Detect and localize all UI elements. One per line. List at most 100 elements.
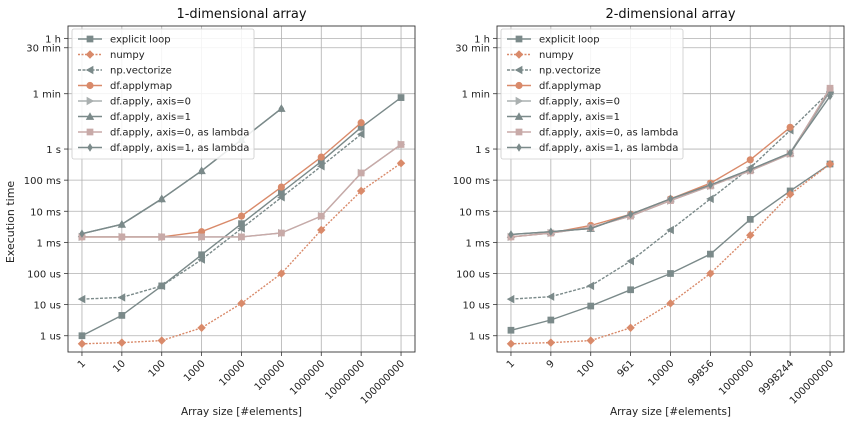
x-axis-label: Array size [#elements] [181, 406, 302, 418]
y-tick-label: 100 us [456, 269, 490, 280]
data-point [506, 294, 515, 304]
y-tick-label: 1 us [40, 332, 61, 343]
legend-entry: df.apply, axis=1, as lambda [78, 143, 249, 154]
data-point [356, 129, 365, 139]
data-point [506, 339, 516, 349]
y-axis-label: Execution time [4, 181, 17, 264]
legend-marker [85, 112, 95, 120]
legend-label: numpy [539, 50, 574, 61]
x-tick-label: 10000000 [324, 358, 368, 402]
data-point [119, 220, 125, 229]
x-tick-label: 100000 [253, 358, 288, 393]
y-tick-label: 1 min [462, 90, 490, 101]
x-tick-label: 10000 [646, 358, 676, 388]
data-point [785, 190, 795, 199]
y-tick-label: 1 h [474, 34, 490, 45]
data-point [158, 194, 165, 204]
y-tick-label: 10 us [463, 301, 490, 312]
data-point [357, 169, 365, 177]
y-tick-label: 1 s [475, 145, 490, 156]
legend-marker [515, 35, 523, 43]
data-point [586, 281, 595, 291]
x-axis-label: Array size [#elements] [610, 406, 731, 418]
y-tick-label: 30 min [455, 44, 490, 55]
data-point [546, 292, 555, 301]
legend-label: df.apply, axis=1, as lambda [110, 143, 249, 154]
legend-marker [515, 128, 523, 136]
data-point [825, 159, 835, 169]
series-0 [78, 94, 405, 340]
legend-entry: df.applymap [507, 81, 601, 92]
legend-entry: numpy [507, 50, 574, 61]
data-point [277, 193, 285, 202]
legend-marker [86, 35, 94, 43]
legend-label: np.vectorize [539, 66, 601, 77]
data-point [277, 183, 285, 191]
data-point [118, 312, 126, 319]
data-point [397, 141, 405, 148]
legend-box [71, 28, 255, 160]
data-point [278, 229, 285, 237]
data-point [77, 294, 86, 304]
data-point [77, 339, 87, 349]
plot-frame [496, 25, 845, 353]
legend-entry: df.apply, axis=1 [507, 112, 620, 123]
data-point [508, 230, 514, 239]
legend-entry: df.apply, axis=0, as lambda [78, 128, 249, 139]
legend-entry: explicit loop [78, 35, 171, 46]
data-point [626, 323, 635, 332]
series-1 [77, 159, 406, 349]
y-tick-label: 1 ms [466, 238, 491, 249]
legend-marker [515, 81, 523, 90]
legend: explicit loop numpy np.vectorize df.applyma… [71, 28, 255, 160]
data-point [667, 194, 674, 204]
data-point [198, 233, 205, 241]
legend-label: df.applymap [110, 81, 172, 92]
data-point [277, 269, 286, 278]
data-point [237, 212, 246, 220]
data-point [547, 316, 555, 324]
y-tick-label: 1 h [45, 34, 61, 45]
series-line [81, 133, 362, 300]
data-point [787, 148, 793, 158]
legend-label: df.apply, axis=1, as lambda [539, 143, 678, 154]
legend-entry: np.vectorize [78, 66, 172, 77]
y-tick-label: 100 ms [453, 176, 490, 187]
legend-marker [85, 65, 94, 75]
data-point [627, 286, 634, 294]
legend-entry: df.apply, axis=0 [507, 97, 620, 108]
x-tick-label: 99856 [686, 358, 716, 388]
data-point [746, 215, 754, 223]
data-point [357, 119, 365, 127]
series-7 [508, 91, 833, 239]
legend-label: df.apply, axis=1 [539, 112, 620, 123]
chart-panel-1d: 1-dimensional array 1 us 10 us 100 us 1 ms 10… [24, 7, 416, 418]
legend-marker [86, 81, 94, 90]
data-point [627, 210, 634, 219]
data-point [237, 224, 245, 233]
legend-label: df.applymap [539, 81, 601, 92]
chart-title: 1-dimensional array [176, 7, 306, 22]
data-point [747, 165, 754, 174]
x-tick-label: 1000000 [717, 358, 756, 397]
data-point [666, 225, 674, 235]
legend-label: df.apply, axis=0 [539, 97, 620, 108]
legend-label: numpy [110, 50, 145, 61]
y-tick-label: 10 us [34, 301, 61, 312]
data-point [198, 251, 205, 259]
y-tick-label: 100 ms [24, 176, 61, 187]
y-tick-label: 30 min [26, 44, 61, 55]
data-point [278, 104, 285, 113]
data-point [238, 233, 245, 241]
y-tick-label: 100 us [27, 269, 61, 280]
data-point [158, 233, 166, 241]
x-tick-label: 1 [505, 358, 517, 370]
legend-marker [516, 143, 522, 152]
data-point [707, 250, 714, 258]
legend-entry: df.apply, axis=1, as lambda [507, 143, 678, 154]
data-point [317, 225, 326, 235]
legend-entry: numpy [78, 50, 145, 61]
data-point [78, 332, 86, 340]
y-tick-label: 10 ms [30, 207, 61, 218]
